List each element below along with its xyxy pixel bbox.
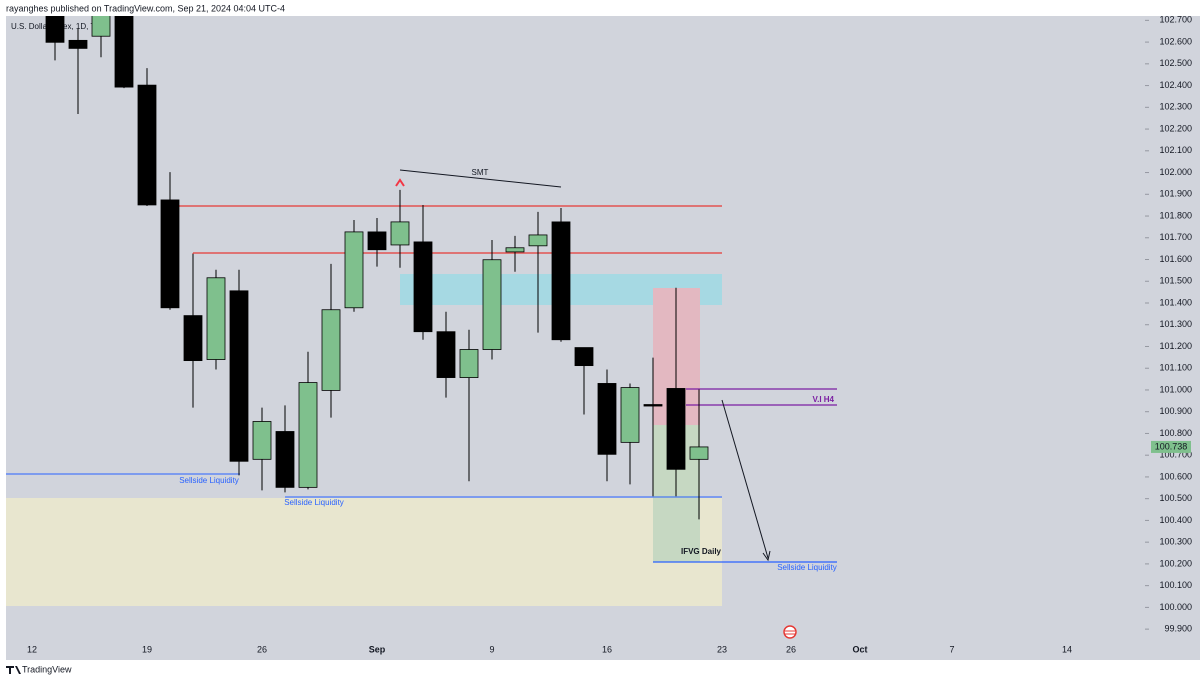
- candle-body: [229, 290, 249, 462]
- y-tick-label: 100.800: [1159, 428, 1192, 438]
- candle-body: [597, 383, 617, 455]
- y-tick-label: 101.000: [1159, 384, 1192, 394]
- annotation: Sellside Liquidity: [284, 498, 344, 507]
- candle-body: [68, 39, 88, 49]
- candle-body: [436, 331, 456, 378]
- arrow-head: [762, 550, 771, 562]
- candle-body: [45, 16, 65, 43]
- y-tick-label: 101.200: [1159, 341, 1192, 351]
- y-tick-label: 100.600: [1159, 471, 1192, 481]
- last-price-box: [1151, 440, 1191, 453]
- y-tick-label: 102.000: [1159, 167, 1192, 177]
- last-price-label: 100.738: [1155, 441, 1188, 451]
- candle-body: [206, 277, 226, 360]
- x-tick-label: Sep: [369, 644, 386, 654]
- candles: [45, 16, 709, 520]
- candle-body: [620, 387, 640, 443]
- x-tick-label: 16: [602, 644, 612, 654]
- x-tick-label: 26: [786, 644, 796, 654]
- annotation: Sellside Liquidity: [179, 476, 239, 485]
- candle-body: [252, 421, 272, 460]
- candle-body: [367, 231, 387, 251]
- candle-body: [528, 234, 548, 247]
- y-tick-label: 101.700: [1159, 232, 1192, 242]
- candle-body: [344, 231, 364, 309]
- smt-line: [399, 169, 562, 188]
- candle-body: [459, 349, 479, 378]
- y-tick-label: 101.900: [1159, 189, 1192, 199]
- y-tick-label: 102.700: [1159, 15, 1192, 25]
- candle-body: [551, 221, 571, 341]
- candle-body: [160, 199, 180, 309]
- y-tick-label: 102.100: [1159, 145, 1192, 155]
- x-tick-label: 19: [142, 644, 152, 654]
- y-tick-label: 101.600: [1159, 254, 1192, 264]
- y-tick-label: 100.400: [1159, 515, 1192, 525]
- y-tick-label: 102.500: [1159, 58, 1192, 68]
- candle-body: [321, 309, 341, 391]
- y-tick-label: 101.400: [1159, 297, 1192, 307]
- y-tick-label: 102.300: [1159, 102, 1192, 112]
- y-tick-label: 100.700: [1159, 450, 1192, 460]
- annotation: IFVG Daily: [681, 547, 722, 556]
- y-tick-label: 101.300: [1159, 319, 1192, 329]
- candle-body: [137, 84, 157, 206]
- candle-body: [689, 446, 709, 460]
- candle-body: [298, 382, 318, 488]
- annotations: SMT Sellside Liquidity Sellside Liquidit…: [179, 168, 837, 572]
- header: rayanghes published on TradingView.com, …: [6, 3, 285, 13]
- candle-body: [114, 16, 134, 88]
- candle-body: [643, 404, 663, 407]
- x-tick-label: 12: [27, 644, 37, 654]
- y-tick-label: 102.400: [1159, 80, 1192, 90]
- y-tick-label: 100.000: [1159, 602, 1192, 612]
- y-tick-label: 99.900: [1164, 624, 1192, 634]
- x-tick-label: 23: [717, 644, 727, 654]
- candle-body: [183, 315, 203, 362]
- y-tick-label: 100.100: [1159, 580, 1192, 590]
- candle-body: [390, 221, 410, 246]
- candle-body: [505, 247, 525, 253]
- x-tick-label: 9: [489, 644, 494, 654]
- footer: TradingView: [22, 664, 72, 674]
- zone: [6, 498, 722, 606]
- y-tick-label: 101.800: [1159, 210, 1192, 220]
- y-tick-label: 102.600: [1159, 36, 1192, 46]
- logo: [6, 666, 21, 674]
- x-tick-label: 26: [257, 644, 267, 654]
- y-tick-label: 100.200: [1159, 558, 1192, 568]
- candle-body: [275, 431, 295, 488]
- annotation: V.I H4: [813, 395, 835, 404]
- x-tick-label: 7: [949, 644, 954, 654]
- x-tick-label: 14: [1062, 644, 1072, 654]
- y-tick-label: 101.100: [1159, 363, 1192, 373]
- candle-body: [574, 347, 594, 367]
- y-tick-label: 102.200: [1159, 123, 1192, 133]
- candle-body: [413, 241, 433, 333]
- candle-body: [482, 259, 502, 350]
- flag-icon: [783, 625, 797, 639]
- y-tick-label: 100.500: [1159, 493, 1192, 503]
- y-tick-label: 100.900: [1159, 406, 1192, 416]
- caret: [395, 178, 405, 187]
- y-tick-label: 100.300: [1159, 537, 1192, 547]
- y-tick-label: 101.500: [1159, 276, 1192, 286]
- x-tick-label: Oct: [852, 644, 867, 654]
- candle-body: [91, 16, 111, 37]
- annotation: SMT: [472, 168, 489, 177]
- arrow: [721, 399, 769, 559]
- candle-body: [666, 388, 686, 470]
- annotation: Sellside Liquidity: [777, 563, 837, 572]
